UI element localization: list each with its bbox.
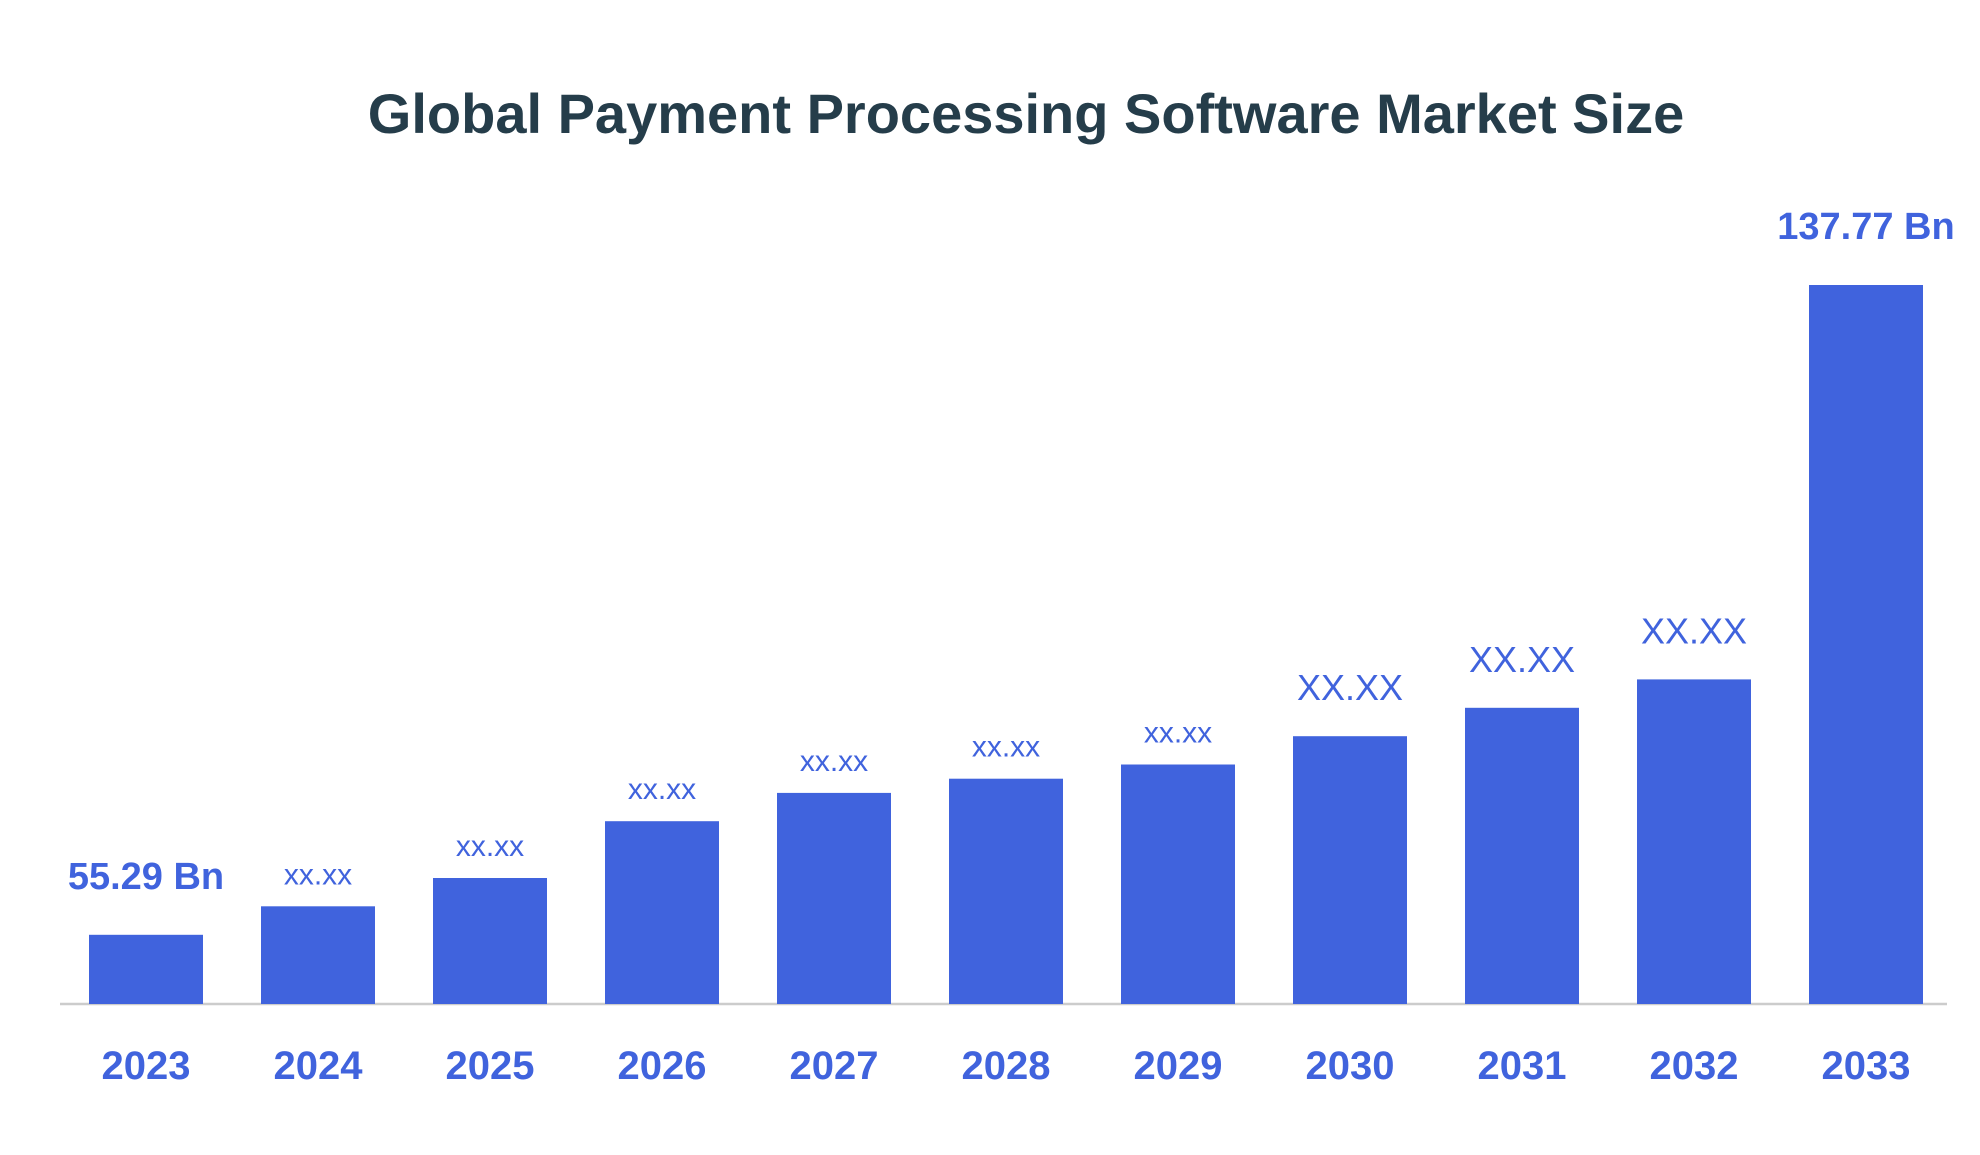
data-label-2029: xx.xx <box>1144 717 1212 750</box>
bar-2032 <box>1637 679 1751 1004</box>
data-label-2033: 137.77 Bn <box>1777 206 1954 248</box>
x-tick-label-2031: 2031 <box>1478 1044 1567 1088</box>
data-label-2026: xx.xx <box>628 773 696 806</box>
x-tick-label-2029: 2029 <box>1134 1044 1223 1088</box>
x-tick-label-2030: 2030 <box>1306 1044 1395 1088</box>
x-tick-label-2024: 2024 <box>274 1044 364 1088</box>
bar-2027 <box>777 792 891 1004</box>
bar-2025 <box>433 878 547 1004</box>
chart-title: Global Payment Processing Software Marke… <box>368 82 1684 145</box>
data-label-2023: 55.29 Bn <box>68 856 224 898</box>
x-tick-label-2023: 2023 <box>102 1044 191 1088</box>
bar-2030 <box>1293 736 1407 1004</box>
x-tick-label-2033: 2033 <box>1822 1044 1911 1088</box>
data-label-2028: xx.xx <box>972 731 1040 764</box>
x-tick-labels-layer: 2023 2024 2025 2026 2027 2028 2029 2030 2031 2032… <box>102 1044 1911 1088</box>
bar-2029 <box>1121 764 1235 1004</box>
bar-2033 <box>1809 285 1923 1004</box>
data-label-2027: xx.xx <box>800 745 868 778</box>
data-label-2031: XX.XX <box>1469 639 1575 680</box>
x-tick-label-2028: 2028 <box>962 1044 1051 1088</box>
data-label-2025: xx.xx <box>456 830 524 863</box>
data-label-2032: XX.XX <box>1641 610 1747 651</box>
data-labels-layer: 55.29 Bn xx.xx xx.xx xx.xx xx.xx xx.xx xx.xx XX… <box>68 206 1955 898</box>
bar-2023 <box>89 934 203 1004</box>
data-label-2024: xx.xx <box>284 858 352 891</box>
x-tick-label-2026: 2026 <box>618 1044 707 1088</box>
bar-2031 <box>1465 707 1579 1004</box>
bar-2024 <box>261 906 375 1004</box>
bar-2028 <box>949 778 1063 1004</box>
x-tick-label-2027: 2027 <box>790 1044 879 1088</box>
data-label-2030: XX.XX <box>1297 667 1403 708</box>
x-tick-label-2025: 2025 <box>446 1044 535 1088</box>
bars-layer <box>89 285 1923 1004</box>
bar-2026 <box>605 821 719 1004</box>
x-tick-label-2032: 2032 <box>1650 1044 1739 1088</box>
